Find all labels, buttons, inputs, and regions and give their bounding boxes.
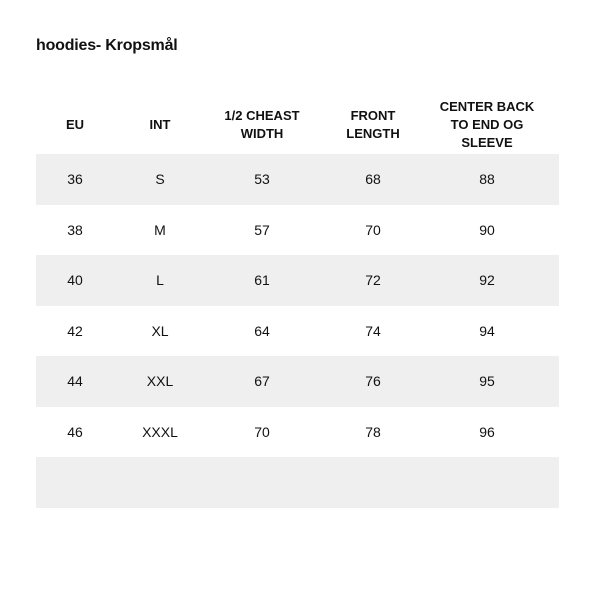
cell-eu: 40 [67, 272, 83, 289]
header-sleeve-length: CENTER BACK TO END OG SLEEVE [439, 99, 535, 150]
cell-front-length: 72 [365, 272, 381, 289]
cell-chest-width: 57 [254, 221, 270, 238]
cell-chest-width: 61 [254, 272, 270, 289]
cell-sleeve-length: 94 [479, 322, 495, 339]
header-int: INT [149, 117, 171, 132]
cell-front-length: 78 [365, 423, 381, 440]
cell-int: XXXL [142, 423, 178, 440]
cell-front-length: 74 [365, 322, 381, 339]
cell-front-length: 68 [365, 171, 381, 188]
cell-sleeve-length: 95 [479, 373, 495, 390]
table-row: 46 XXXL 70 78 96 [36, 407, 559, 458]
header-eu: EU [65, 117, 85, 132]
cell-eu: 42 [67, 322, 83, 339]
header-front-length: FRONT LENGTH [346, 108, 400, 141]
cell-chest-width: 67 [254, 373, 270, 390]
header-chest-width: 1/2 CHEAST WIDTH [224, 108, 300, 141]
cell-front-length: 76 [365, 373, 381, 390]
cell-front-length [323, 457, 423, 508]
table-row-empty [36, 457, 559, 508]
cell-chest-width: 70 [254, 423, 270, 440]
cell-chest-width [207, 457, 317, 508]
cell-sleeve-length: 92 [479, 272, 495, 289]
cell-chest-width: 64 [254, 322, 270, 339]
table-row: 40 L 61 72 92 [36, 255, 559, 306]
cell-sleeve-length: 90 [479, 221, 495, 238]
cell-int: M [154, 221, 166, 238]
cell-front-length: 70 [365, 221, 381, 238]
cell-int: L [156, 272, 164, 289]
cell-sleeve-length [422, 457, 552, 508]
cell-sleeve-length: 96 [479, 423, 495, 440]
table-header: EU INT 1/2 CHEAST WIDTH FRONT LENGTH CEN… [36, 96, 559, 154]
cell-eu: 38 [67, 221, 83, 238]
cell-eu: 44 [67, 373, 83, 390]
table-row: 36 S 53 68 88 [36, 154, 559, 205]
cell-int: XL [151, 322, 169, 339]
cell-int: XXL [146, 373, 174, 390]
page-title: hoodies- Kropsmål [36, 37, 178, 54]
table-body: 36 S 53 68 88 38 M 57 70 90 40 L 61 72 9… [36, 154, 559, 508]
table-row: 38 M 57 70 90 [36, 205, 559, 256]
cell-eu [45, 457, 105, 508]
table-row: 42 XL 64 74 94 [36, 306, 559, 357]
cell-sleeve-length: 88 [479, 171, 495, 188]
cell-int [110, 457, 210, 508]
cell-int: S [155, 171, 165, 188]
cell-eu: 36 [67, 171, 83, 188]
cell-eu: 46 [67, 423, 83, 440]
table-row: 44 XXL 67 76 95 [36, 356, 559, 407]
cell-chest-width: 53 [254, 171, 270, 188]
